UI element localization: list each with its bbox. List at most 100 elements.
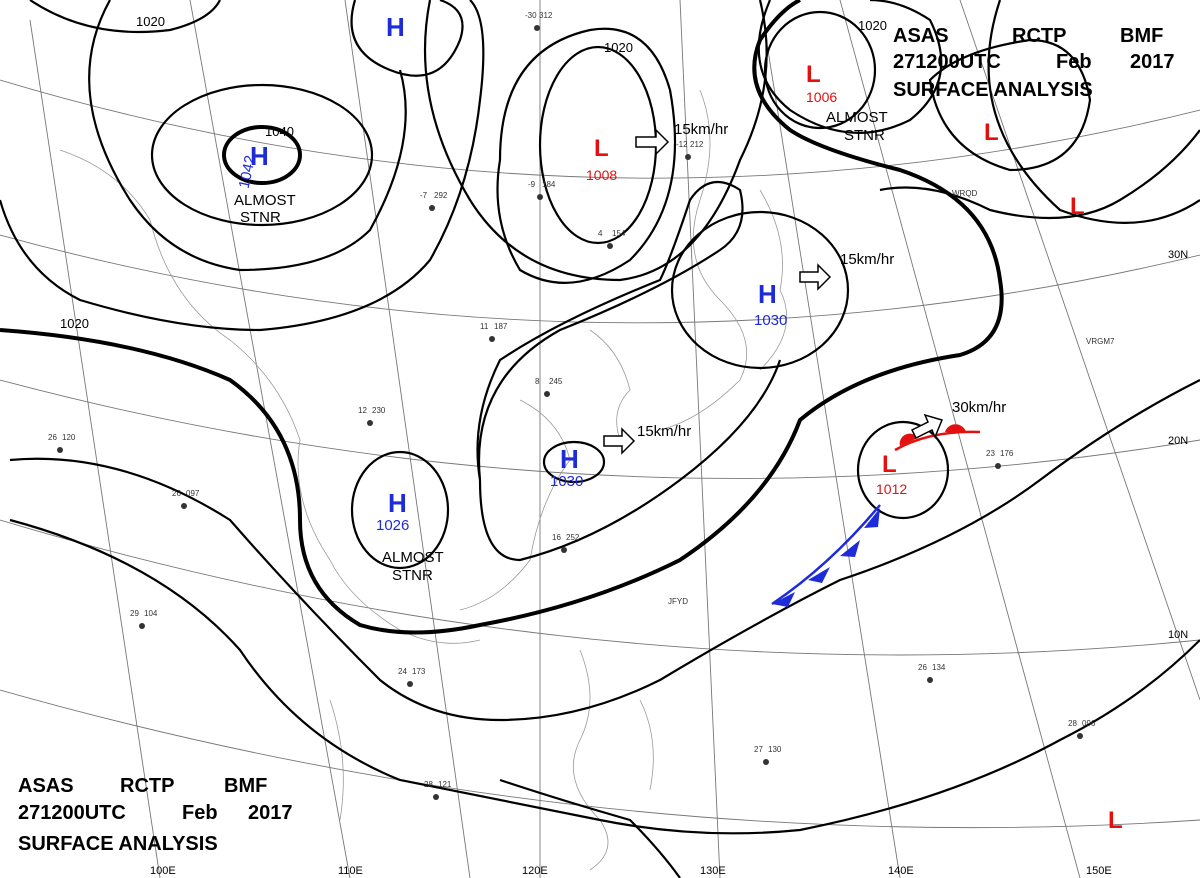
station-plot: 11 187 — [480, 322, 508, 342]
station-plot: 26 120 — [48, 433, 76, 453]
svg-text:1008: 1008 — [586, 167, 617, 183]
svg-text:-30: -30 — [525, 11, 537, 20]
isobar-labels: 1040 1020 1020 1020 1020 — [60, 14, 887, 331]
svg-text:8: 8 — [535, 377, 540, 386]
svg-text:12: 12 — [358, 406, 367, 415]
motion-label: 30km/hr — [952, 399, 1006, 416]
isobar-label: 1020 — [136, 14, 165, 29]
svg-text:130E: 130E — [700, 865, 726, 877]
station-plot: 26 097 — [172, 489, 200, 509]
station-plot: 8 245 — [535, 377, 563, 397]
svg-text:312: 312 — [539, 11, 553, 20]
svg-text:4: 4 — [598, 229, 603, 238]
high-center: H 1030 — [550, 444, 583, 490]
svg-text:-12: -12 — [676, 140, 688, 149]
svg-text:24: 24 — [398, 667, 407, 676]
low-center: L 1008 — [586, 135, 617, 183]
svg-text:26: 26 — [918, 663, 927, 672]
svg-text:100E: 100E — [150, 865, 176, 877]
svg-text:ASAS: ASAS — [18, 775, 74, 797]
svg-text:L: L — [1070, 193, 1085, 220]
svg-text:176: 176 — [1000, 449, 1014, 458]
svg-text:STNR: STNR — [240, 209, 281, 226]
svg-text:ALMOST: ALMOST — [234, 192, 296, 209]
longitude-labels: 100E 110E 120E 130E 140E 150E — [150, 865, 1112, 877]
svg-text:252: 252 — [566, 533, 580, 542]
svg-text:1006: 1006 — [806, 89, 837, 105]
motion-arrows — [603, 128, 944, 455]
svg-text:H: H — [758, 279, 777, 309]
svg-text:097: 097 — [186, 489, 200, 498]
motion-labels: 15km/hr 15km/hr 15km/hr 30km/hr — [637, 121, 1006, 440]
svg-text:173: 173 — [412, 667, 426, 676]
svg-text:184: 184 — [542, 180, 556, 189]
svg-text:2017: 2017 — [1130, 51, 1175, 73]
station-plot: 23 176 — [986, 449, 1014, 469]
station-plot: 4 154 — [598, 229, 626, 249]
svg-text:29: 29 — [130, 609, 139, 618]
svg-text:BMF: BMF — [224, 775, 267, 797]
svg-text:120E: 120E — [522, 865, 548, 877]
low-pressure-centers: L 1008 L 1006 ALMOST STNR L 1012 L L L — [586, 61, 1123, 834]
svg-text:L: L — [806, 61, 821, 88]
svg-text:26: 26 — [48, 433, 57, 442]
svg-text:SURFACE ANALYSIS: SURFACE ANALYSIS — [18, 833, 218, 855]
low-center: L — [1070, 193, 1085, 220]
station-plot: 26 134 — [918, 663, 946, 683]
station-plot: 27 130 — [754, 745, 782, 765]
svg-text:28: 28 — [1068, 719, 1077, 728]
isobar-label: 1020 — [604, 40, 633, 55]
title-block-bottom: ASAS RCTP BMF 271200UTC Feb 2017 SURFACE… — [18, 775, 293, 855]
motion-label: 15km/hr — [637, 423, 691, 440]
svg-text:230: 230 — [372, 406, 386, 415]
svg-text:RCTP: RCTP — [1012, 25, 1066, 47]
svg-text:2017: 2017 — [248, 802, 293, 824]
station-plot: 12 230 — [358, 406, 386, 426]
cold-front — [771, 504, 881, 607]
svg-text:Feb: Feb — [1056, 51, 1092, 73]
station-plot: 28 096 — [1068, 719, 1096, 739]
svg-text:104: 104 — [144, 609, 158, 618]
svg-text:134: 134 — [932, 663, 946, 672]
station-plot: -12 212 — [676, 140, 704, 160]
isobar-label: 1020 — [858, 18, 887, 33]
high-center: H 1042 ALMOST STNR — [234, 141, 296, 226]
high-center: H 1026 ALMOST STNR — [376, 488, 444, 584]
svg-text:H: H — [250, 141, 269, 171]
latitude-grid — [0, 79, 1200, 829]
svg-text:-9: -9 — [528, 180, 536, 189]
svg-text:150E: 150E — [1086, 865, 1112, 877]
svg-text:L: L — [882, 451, 897, 478]
svg-text:16: 16 — [552, 533, 561, 542]
svg-text:212: 212 — [690, 140, 704, 149]
coastlines — [59, 89, 787, 871]
svg-text:292: 292 — [434, 191, 448, 200]
svg-text:27: 27 — [754, 745, 763, 754]
station-plot: -7 292 — [420, 191, 448, 211]
motion-label: 15km/hr — [840, 251, 894, 268]
svg-text:BMF: BMF — [1120, 25, 1163, 47]
svg-text:130: 130 — [768, 745, 782, 754]
svg-text:187: 187 — [494, 322, 508, 331]
svg-text:1026: 1026 — [376, 517, 409, 534]
motion-label: 15km/hr — [674, 121, 728, 138]
station-id: JFYD — [668, 597, 688, 606]
svg-text:1042: 1042 — [236, 154, 260, 190]
station-plot: 16 252 — [552, 533, 580, 553]
svg-text:30N: 30N — [1168, 249, 1188, 261]
svg-text:1030: 1030 — [754, 312, 787, 329]
svg-text:11: 11 — [480, 322, 489, 331]
svg-text:L: L — [984, 119, 999, 146]
svg-text:120: 120 — [62, 433, 76, 442]
svg-text:1012: 1012 — [876, 481, 907, 497]
svg-text:271200UTC: 271200UTC — [18, 802, 126, 824]
low-center: L — [984, 119, 999, 146]
title-block-top: ASAS RCTP BMF 271200UTC Feb 2017 SURFACE… — [893, 25, 1175, 101]
svg-text:154: 154 — [612, 229, 626, 238]
svg-text:RCTP: RCTP — [120, 775, 174, 797]
station-plot: 29 104 — [130, 609, 158, 629]
svg-text:H: H — [386, 12, 405, 42]
high-center: H — [386, 12, 405, 42]
svg-text:110E: 110E — [338, 865, 363, 877]
